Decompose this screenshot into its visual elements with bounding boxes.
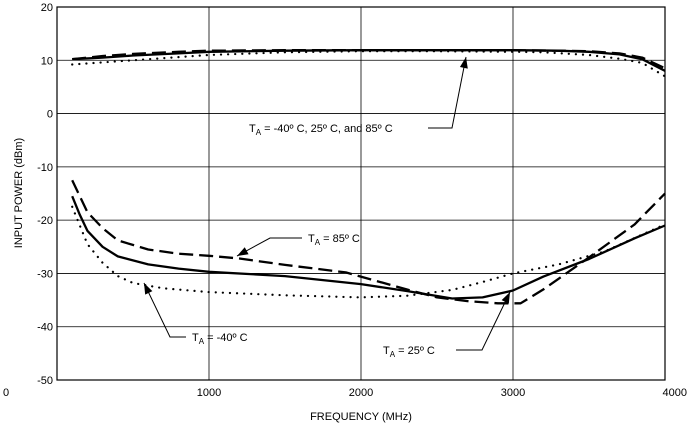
series-line-dashed: [72, 49, 666, 70]
y-axis-title: INPUT POWER (dBm): [13, 138, 25, 248]
y-tick-label: -40: [37, 322, 53, 334]
annotations: TA = -40º C, 25º C, and 85º C TA = 85º C T…: [143, 56, 511, 359]
x-tick-labels: 0 1000 2000 3000 4000: [3, 387, 687, 399]
y-tick-label: 20: [41, 2, 53, 14]
x-tick-label: 1000: [197, 387, 221, 399]
y-tick-labels: 20 10 0 -10 -20 -30 -40 -50: [37, 2, 53, 387]
series-group: [71, 49, 667, 305]
series-line-dotted: [71, 205, 667, 299]
y-tick-label: 0: [47, 109, 53, 121]
annotation-label: TA = -40º C, 25º C, and 85º C: [249, 123, 393, 137]
y-tick-label: -50: [37, 375, 53, 387]
x-tick-label: 2000: [349, 387, 373, 399]
annotation-label: TA = 85º C: [308, 233, 360, 247]
leader-line: [428, 56, 467, 129]
grid-lines: [57, 7, 665, 380]
x-axis-title: FREQUENCY (MHz): [310, 411, 412, 423]
annotation-all: TA = -40º C, 25º C, and 85º C: [249, 56, 468, 137]
x-tick-label: 0: [3, 387, 9, 399]
series-line-dashed: [71, 179, 666, 305]
y-tick-label: -30: [37, 268, 53, 280]
arrowhead: [501, 292, 510, 304]
y-tick-label: -20: [37, 215, 53, 227]
arrowhead: [144, 283, 153, 295]
leader-line: [456, 291, 511, 351]
arrowhead: [459, 57, 468, 69]
arrowhead: [237, 247, 249, 256]
annotation-tm40: TA = -40º C: [143, 282, 248, 346]
y-tick-label: -10: [37, 162, 53, 174]
annotation-t85: TA = 85º C: [236, 233, 360, 257]
annotation-label: TA = 25º C: [383, 345, 435, 359]
leader-line: [236, 237, 302, 257]
series-line-dotted: [71, 50, 667, 78]
series-line-solid: [71, 195, 666, 300]
x-tick-label: 3000: [501, 387, 525, 399]
plot-frame: [56, 6, 666, 381]
annotation-label: TA = -40º C: [192, 332, 248, 346]
x-tick-label: 4000: [663, 387, 687, 399]
leader-line: [143, 282, 186, 338]
annotation-t25: TA = 25º C: [383, 291, 511, 359]
y-tick-label: 10: [41, 55, 53, 67]
